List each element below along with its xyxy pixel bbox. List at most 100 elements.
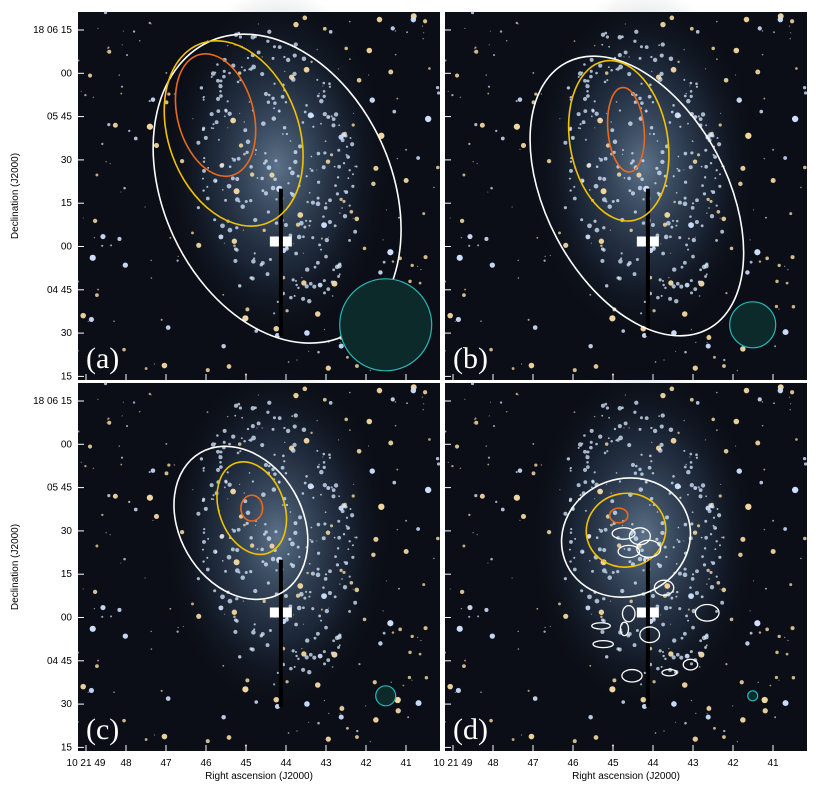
cluster-star: [274, 221, 279, 225]
cluster-star: [313, 265, 317, 269]
cluster-star: [605, 35, 610, 39]
star: [191, 602, 194, 606]
star: [92, 96, 95, 99]
bleed: [645, 188, 650, 336]
star: [474, 49, 479, 54]
cluster-star: [323, 662, 327, 666]
cluster-star: [310, 571, 315, 576]
cluster-star: [285, 246, 289, 249]
star: [249, 172, 255, 177]
cluster-star: [683, 522, 688, 527]
star: [80, 90, 82, 92]
cluster-star: [318, 614, 322, 618]
star: [341, 207, 343, 209]
cluster-star: [235, 226, 239, 230]
star: [403, 177, 409, 184]
cluster-star: [587, 533, 592, 539]
star: [774, 345, 777, 348]
cluster-star: [675, 562, 678, 565]
star: [546, 159, 552, 164]
cluster-star: [630, 532, 633, 536]
star: [515, 21, 518, 25]
cluster-star: [618, 64, 623, 70]
cluster-star: [675, 590, 679, 594]
cluster-star: [595, 71, 598, 75]
star: [77, 721, 79, 723]
star: [462, 664, 466, 669]
cluster-star: [597, 547, 602, 552]
star: [761, 30, 764, 32]
star: [354, 536, 356, 539]
star: [150, 23, 152, 25]
star: [328, 712, 330, 715]
star: [673, 200, 676, 204]
x-tick-label: 41: [400, 758, 412, 769]
star: [421, 396, 424, 398]
cluster-star: [649, 125, 654, 130]
contour: [621, 668, 643, 683]
cluster-star: [659, 442, 664, 447]
cluster-star: [233, 258, 238, 264]
cluster-star: [635, 257, 639, 262]
star: [790, 390, 795, 395]
star: [757, 681, 760, 684]
cluster-star: [232, 158, 237, 162]
star: [511, 367, 515, 370]
star: [549, 625, 551, 628]
cluster-star: [640, 82, 643, 85]
star: [261, 427, 263, 429]
star: [761, 696, 768, 704]
panel: (a): [77, 0, 441, 380]
star: [88, 687, 94, 694]
cluster-star: [310, 526, 313, 529]
star: [752, 209, 755, 211]
cluster-star: [601, 568, 607, 573]
star: [339, 568, 343, 573]
star: [77, 59, 80, 62]
star: [528, 362, 535, 369]
star: [416, 156, 421, 160]
cluster-star: [675, 191, 678, 194]
star: [765, 256, 769, 261]
star: [764, 217, 767, 219]
star: [385, 209, 388, 211]
star: [356, 448, 362, 454]
cluster-star: [718, 184, 722, 188]
star: [396, 468, 399, 471]
star: [534, 92, 538, 96]
star: [394, 696, 401, 704]
y-tick-label: 30: [61, 328, 73, 339]
star: [348, 391, 351, 394]
cluster-star: [695, 82, 698, 86]
star: [243, 152, 246, 156]
star: [422, 38, 424, 40]
cluster-star: [267, 29, 272, 34]
star: [271, 427, 275, 431]
cluster-star: [693, 287, 698, 292]
cluster-star: [307, 299, 312, 304]
star: [572, 739, 577, 744]
star: [296, 359, 298, 361]
cluster-star: [702, 563, 707, 567]
beam: [375, 685, 397, 707]
star: [123, 186, 126, 190]
cluster-star: [298, 144, 302, 149]
contour: [608, 507, 629, 524]
cluster-star: [294, 279, 298, 283]
cluster-star: [656, 666, 660, 671]
star: [499, 401, 503, 404]
x-tick-label: 45: [607, 758, 619, 769]
cluster-star: [303, 225, 307, 229]
cluster-star: [336, 176, 340, 179]
cluster-star: [687, 122, 689, 125]
cluster-star: [305, 104, 308, 107]
cluster-star: [663, 174, 667, 178]
star: [410, 634, 414, 639]
star: [95, 664, 99, 669]
star: [598, 238, 605, 244]
cluster-star: [275, 569, 278, 572]
cluster-star: [236, 156, 241, 161]
star: [93, 236, 96, 239]
star: [505, 39, 508, 42]
cluster-star: [570, 527, 573, 531]
